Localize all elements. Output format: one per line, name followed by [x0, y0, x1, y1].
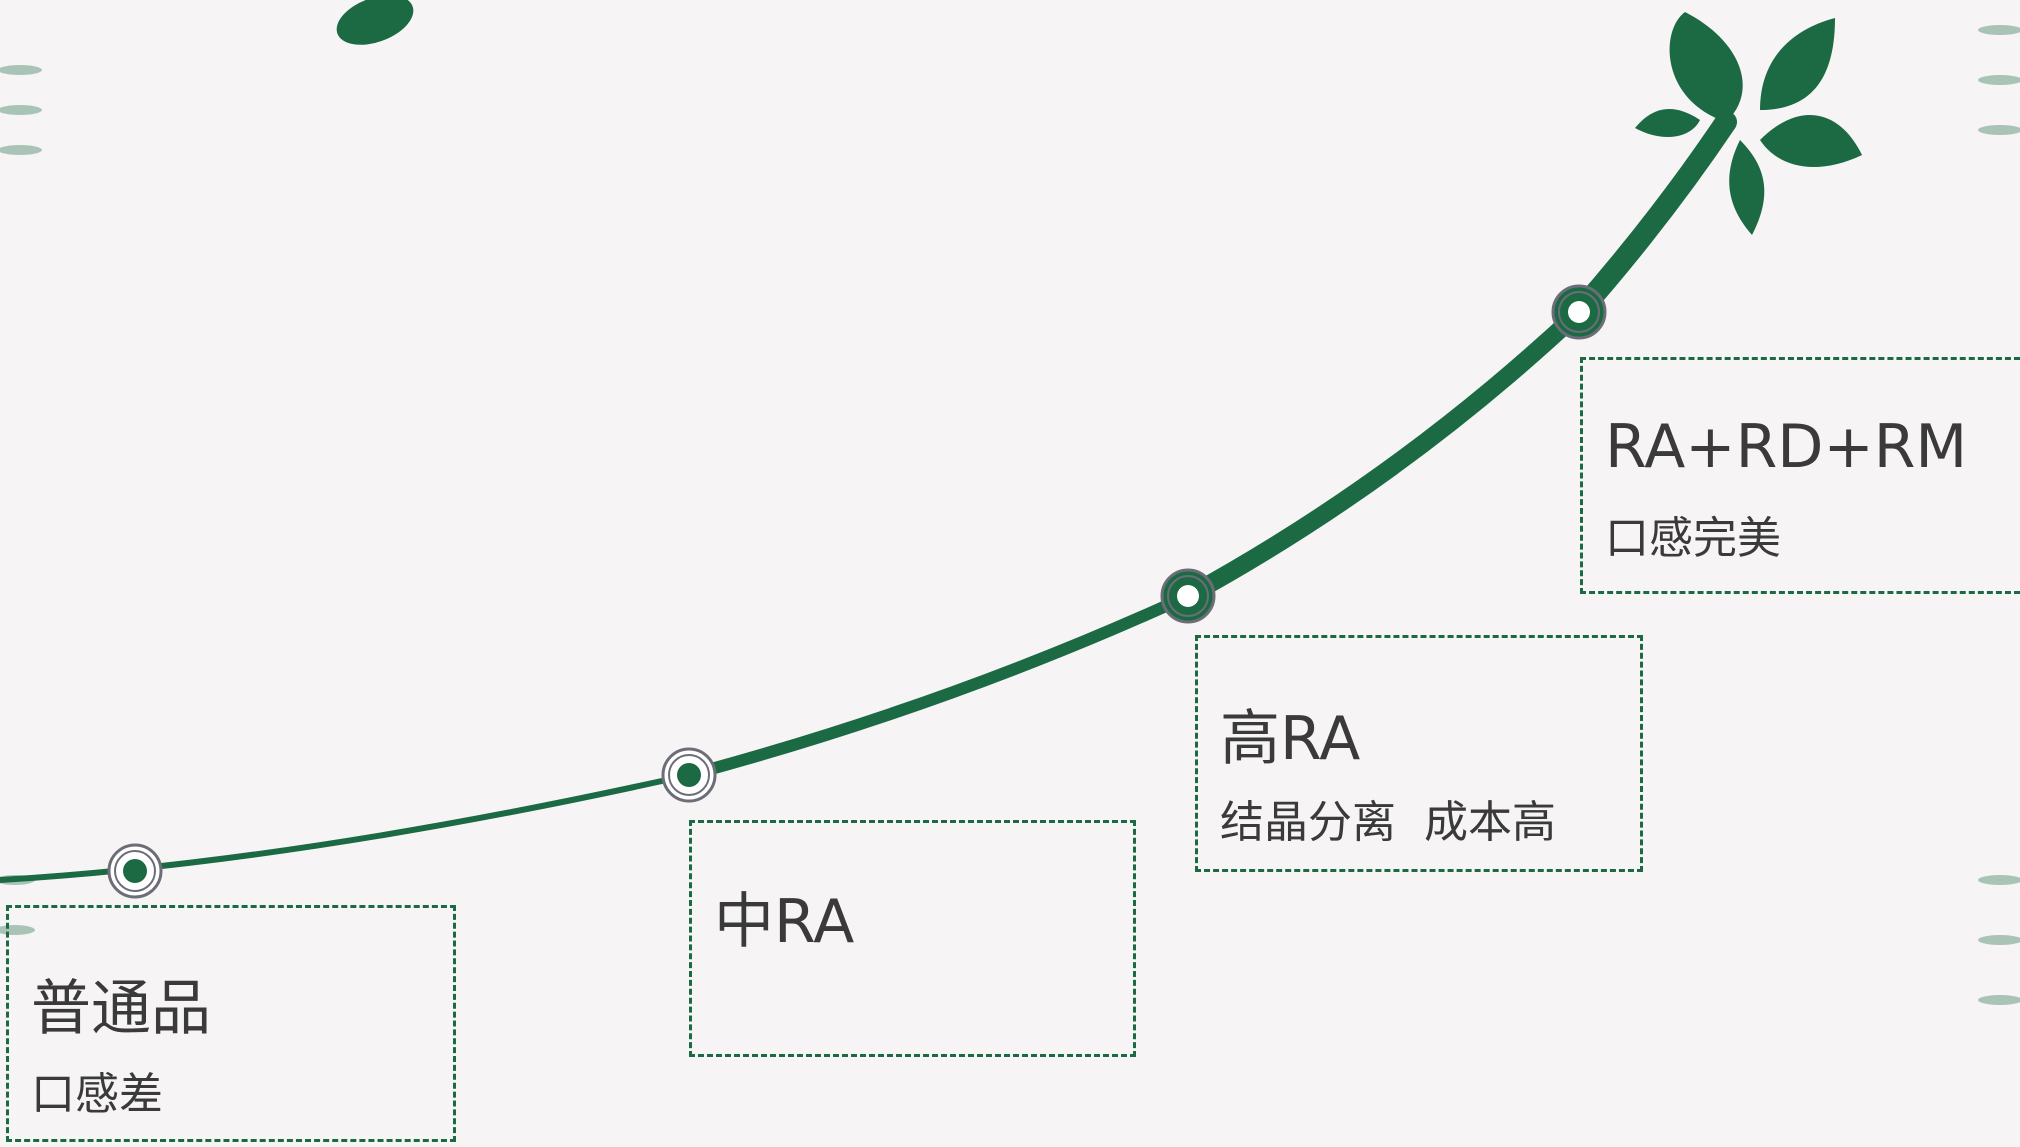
- stage-box: 高RA 结晶分离 成本高: [1195, 635, 1643, 872]
- slide: 普通品 口感差 中RA 高RA 结晶分离 成本高 RA+RD+RM 口感完美 (…: [0, 0, 2020, 1147]
- top-leaf: [330, 0, 420, 54]
- stage-title: 中RA: [714, 873, 854, 960]
- stage-box: 普通品 口感差: [6, 905, 456, 1142]
- stage-desc: 口感完美: [1605, 502, 1781, 566]
- stage-desc: 口感差: [31, 1058, 163, 1122]
- stage-title: 高RA: [1220, 690, 1360, 777]
- stage-desc: 结晶分离 成本高: [1220, 786, 1556, 850]
- stage-title: 普通品: [31, 960, 211, 1047]
- stage-box: RA+RD+RM 口感完美: [1580, 357, 2020, 594]
- stage-title: RA+RD+RM: [1605, 412, 1967, 482]
- stage-box: 中RA: [689, 820, 1136, 1057]
